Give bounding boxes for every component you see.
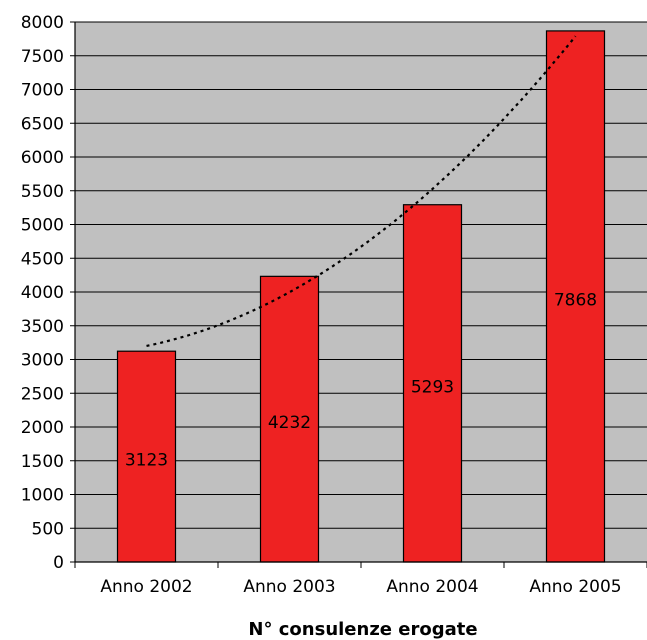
axes — [70, 21, 647, 568]
y-tick-label: 3500 — [21, 317, 64, 337]
y-tick-label: 2000 — [21, 418, 64, 438]
y-tick-label: 2500 — [21, 384, 64, 404]
x-tick-label: Anno 2004 — [386, 577, 478, 597]
y-tick-label: 4000 — [21, 283, 64, 303]
x-tick-label: Anno 2002 — [100, 577, 192, 597]
y-tick-label: 7000 — [21, 81, 64, 101]
y-tick-label: 5000 — [21, 216, 64, 236]
y-tick-label: 4500 — [21, 249, 64, 269]
data-label: 3123 — [125, 451, 168, 471]
y-tick-label: 3000 — [21, 351, 64, 371]
x-tick-label: Anno 2003 — [243, 577, 335, 597]
y-axis-tick-labels: 0 500 1000 1500 2000 2500 3000 3500 4000 4500 5000… — [21, 13, 64, 573]
y-tick-label: 500 — [32, 519, 64, 539]
y-tick-label: 1000 — [21, 486, 64, 506]
y-tick-label: 0 — [53, 553, 64, 573]
data-label: 5293 — [411, 377, 454, 397]
y-tick-label: 7500 — [21, 47, 64, 67]
x-tick-label: Anno 2005 — [529, 577, 621, 597]
bar — [402, 204, 463, 563]
bar — [259, 275, 320, 563]
trendline — [146, 35, 577, 347]
bars — [116, 30, 606, 563]
y-tick-label: 6500 — [21, 114, 64, 134]
y-tick-label: 6000 — [21, 148, 64, 168]
bar — [545, 30, 606, 563]
y-tick-label: 1500 — [21, 452, 64, 472]
y-tick-label: 8000 — [21, 13, 64, 33]
x-axis-tick-labels: Anno 2002 Anno 2003 Anno 2004 Anno 2005 — [100, 577, 621, 597]
y-tick-label: 5500 — [21, 182, 64, 202]
bar — [116, 350, 177, 563]
data-label: 7868 — [554, 290, 597, 310]
x-axis-title: N° consulenze erogate — [248, 619, 477, 640]
data-labels: 3123 4232 5293 7868 — [125, 290, 597, 470]
data-label: 4232 — [268, 413, 311, 433]
